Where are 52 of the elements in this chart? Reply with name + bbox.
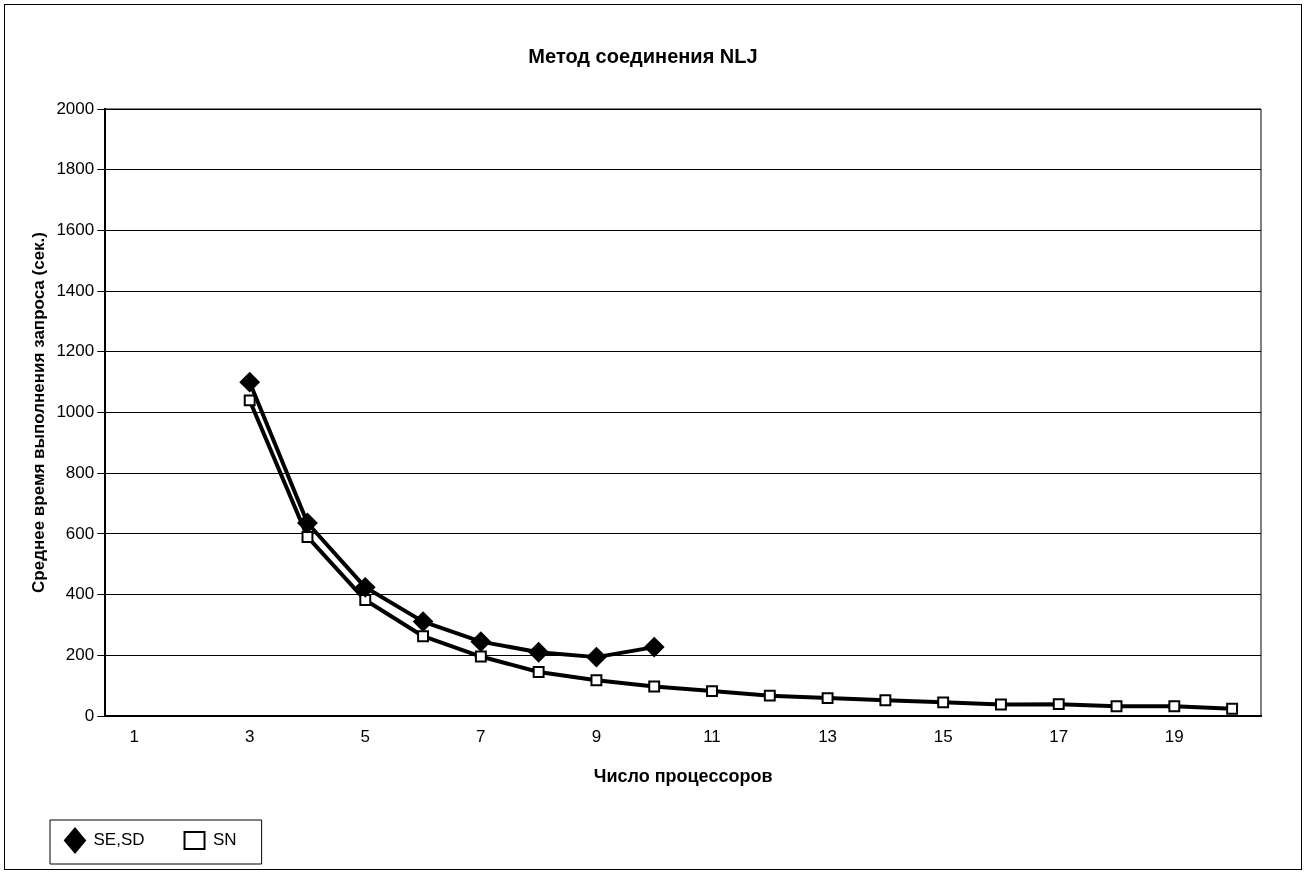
- point: [1226, 702, 1239, 715]
- y-tick-label: 1800: [56, 159, 95, 179]
- point: [470, 631, 491, 652]
- point: [648, 680, 661, 693]
- y-tick-label: 1600: [56, 220, 95, 240]
- point: [590, 674, 603, 687]
- chart-title: Метод соединения NLJ: [528, 44, 758, 67]
- y-tick-label: 400: [65, 584, 95, 604]
- y-axis-title: Среднее время выполнения запроса (сек.): [28, 232, 48, 593]
- point: [763, 689, 776, 702]
- point: [995, 698, 1007, 711]
- x-tick-label: 1: [129, 726, 139, 746]
- point: [1168, 700, 1181, 713]
- y-tick-label: 2000: [56, 98, 95, 118]
- point: [243, 394, 256, 407]
- point: [359, 594, 372, 607]
- x-tick-label: 19: [1164, 726, 1184, 746]
- x-tick-label: 9: [591, 726, 602, 746]
- point: [239, 372, 260, 393]
- x-tick-label: 11: [703, 726, 721, 746]
- point: [586, 647, 607, 668]
- x-tick-label: 5: [360, 726, 370, 746]
- y-tick-label: 600: [65, 523, 95, 543]
- point: [1110, 700, 1123, 713]
- point: [937, 696, 950, 709]
- x-tick-label: 17: [1049, 726, 1069, 746]
- x-tick-label: 7: [476, 726, 486, 746]
- x-tick-label: 15: [933, 726, 953, 746]
- y-tick-label: 0: [84, 705, 95, 725]
- point: [644, 637, 665, 658]
- point: [821, 692, 834, 705]
- point: [413, 611, 434, 632]
- point: [474, 650, 487, 663]
- y-tick-label: 200: [65, 644, 95, 664]
- x-axis-title: Число процессоров: [593, 766, 773, 787]
- y-tick-label: 800: [65, 462, 95, 482]
- point: [528, 642, 549, 663]
- point: [301, 530, 314, 543]
- point: [706, 685, 718, 698]
- point: [1052, 698, 1065, 711]
- point: [532, 666, 545, 678]
- y-tick-label: 1400: [56, 280, 95, 300]
- point: [297, 512, 318, 533]
- y-tick-label: 1000: [56, 402, 95, 422]
- legend-label: SN: [213, 830, 237, 850]
- x-tick-label: 13: [818, 726, 838, 746]
- point: [355, 577, 376, 598]
- point: [417, 630, 430, 643]
- legend-label: SE,SD: [93, 830, 145, 850]
- y-tick-label: 1200: [56, 341, 95, 361]
- point: [879, 694, 892, 707]
- x-tick-label: 3: [244, 726, 255, 746]
